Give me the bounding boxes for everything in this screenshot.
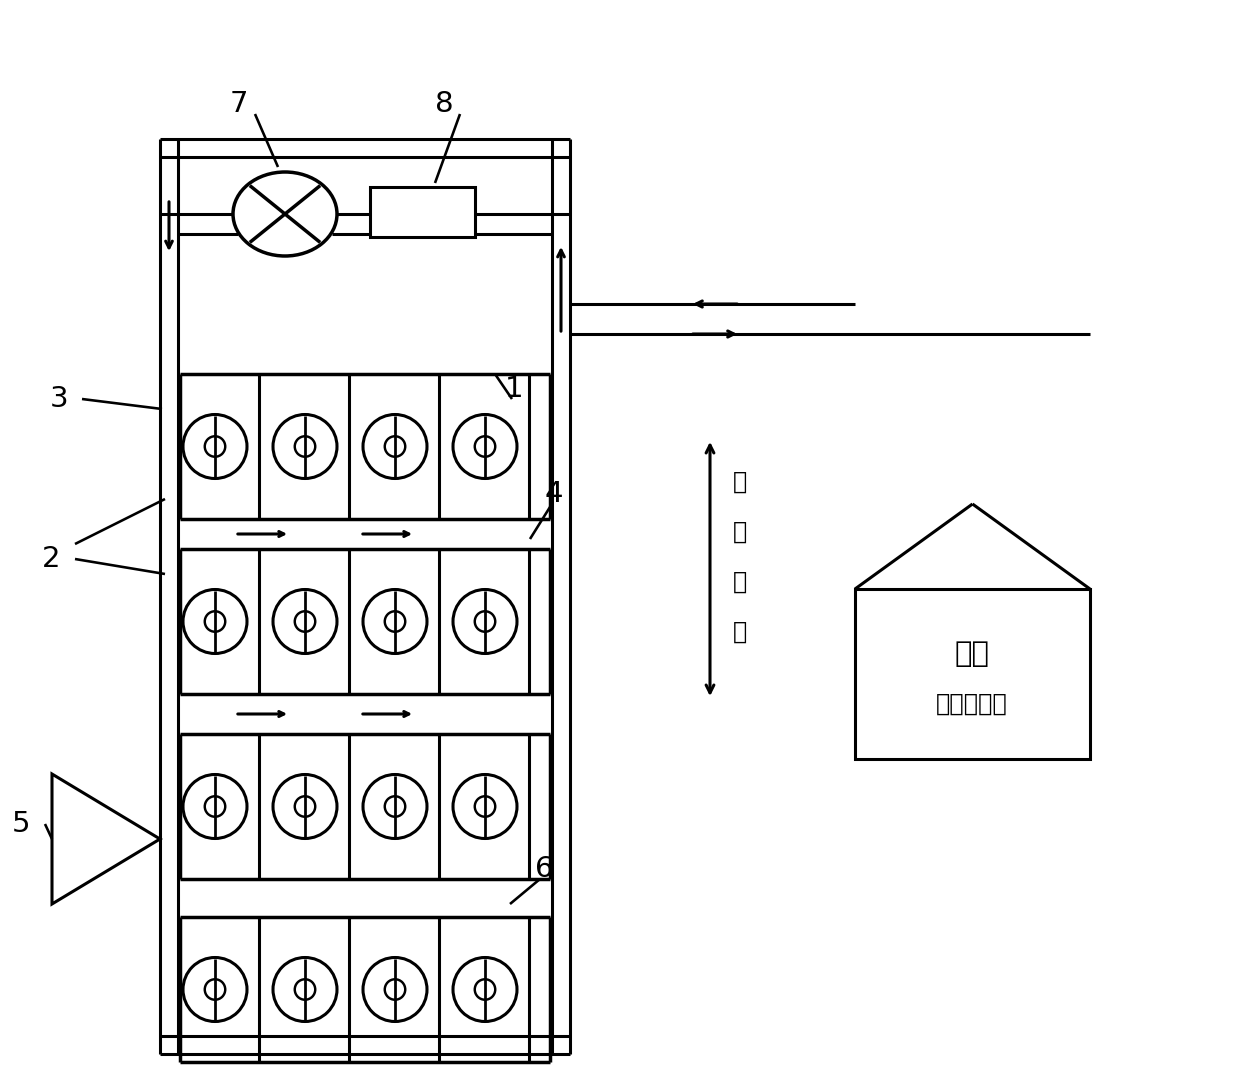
- Text: 7: 7: [229, 90, 248, 118]
- Text: 向: 向: [733, 620, 748, 644]
- Text: 1: 1: [505, 375, 523, 403]
- Text: 供热或制冷: 供热或制冷: [936, 692, 1008, 715]
- Text: 公: 公: [733, 470, 748, 494]
- Bar: [856, 589, 1090, 759]
- Text: 建筑: 建筑: [955, 640, 990, 668]
- Text: 2: 2: [42, 544, 61, 573]
- Bar: [370, 187, 475, 237]
- Text: 走: 走: [733, 570, 748, 594]
- Text: 4: 4: [546, 480, 563, 507]
- Text: 8: 8: [435, 90, 454, 118]
- Text: 路: 路: [733, 521, 748, 544]
- Text: 5: 5: [12, 810, 31, 839]
- Text: 3: 3: [50, 386, 68, 413]
- Text: 6: 6: [534, 855, 553, 883]
